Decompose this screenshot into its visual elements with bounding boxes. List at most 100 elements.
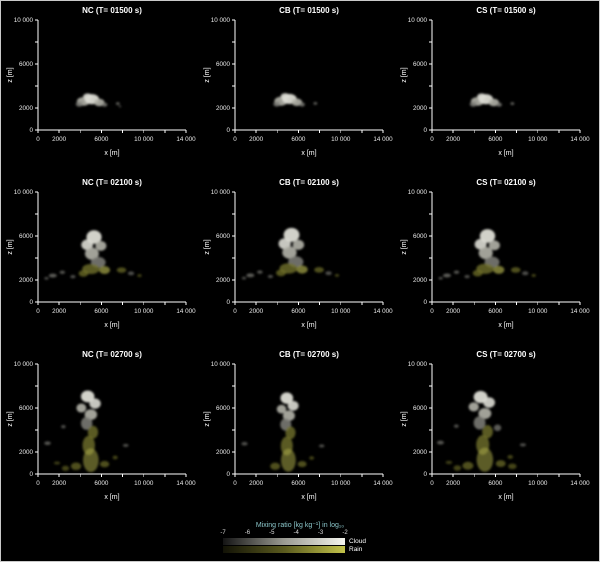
x-axis-label: x [m]: [301, 150, 316, 157]
x-tick-label: 10 000: [528, 136, 548, 143]
z-tick-label: 6000: [413, 405, 428, 412]
x-tick-label: 10 000: [528, 308, 548, 315]
x-tick-label: 0: [430, 480, 434, 487]
panel-nc-02100: NC (T= 02100 s) 0 2000 6000 10 000 14 000 0 200…: [7, 178, 196, 329]
z-tick-label: 6000: [216, 233, 231, 240]
z-axis-label: z [m]: [7, 239, 14, 254]
x-axis-label: x [m]: [104, 322, 119, 329]
x-tick-label: 6000: [488, 136, 503, 143]
cloud-render: [44, 230, 142, 280]
x-tick-label: 6000: [488, 308, 503, 315]
z-tick-label: 0: [226, 299, 230, 306]
colorbar-tick: -7: [220, 530, 226, 536]
cloud-render: [241, 227, 340, 280]
x-tick-label: 0: [233, 308, 237, 315]
z-tick-label: 6000: [413, 61, 428, 68]
colorbar-grid: -7 -6 -5 -4 -3 -2 Cloud Rain: [220, 530, 377, 553]
x-tick-label: 10 000: [134, 136, 154, 143]
x-tick-label: 14 000: [176, 308, 196, 315]
x-tick-label: 0: [233, 480, 237, 487]
z-tick-label: 0: [226, 471, 230, 478]
x-tick-label: 6000: [291, 480, 306, 487]
z-tick-label: 10 000: [14, 361, 34, 368]
z-tick-label: 6000: [19, 233, 34, 240]
z-tick-label: 10 000: [211, 189, 231, 196]
panel-title: CB (T= 02700 s): [279, 350, 339, 359]
x-tick-label: 2000: [446, 136, 461, 143]
x-tick-label: 14 000: [373, 136, 393, 143]
z-tick-label: 6000: [216, 405, 231, 412]
x-tick-label: 0: [233, 136, 237, 143]
colorbar-legend: Mixing ratio [kg kg⁻¹] in log₁₀ -7 -6 -5 -4…: [1, 521, 599, 553]
z-axis-label: z [m]: [7, 411, 14, 426]
z-tick-label: 10 000: [408, 17, 428, 24]
panel-title: NC (T= 01500 s): [82, 6, 142, 15]
panel-nc-01500: NC (T= 01500 s) 0 2000 6000 10 000 14 000 0 200…: [7, 6, 196, 157]
figure: NC (T= 01500 s) 0 2000 6000 10 000 14 000 0 200…: [1, 1, 599, 553]
colorbar-title: Mixing ratio [kg kg⁻¹] in log₁₀: [255, 522, 345, 529]
z-axis-label: z [m]: [204, 411, 211, 426]
z-tick-label: 2000: [413, 105, 428, 112]
z-tick-label: 2000: [19, 105, 34, 112]
z-tick-label: 0: [226, 127, 230, 134]
z-axis-label: z [m]: [204, 67, 211, 82]
x-tick-label: 14 000: [570, 480, 590, 487]
z-tick-label: 0: [423, 471, 427, 478]
panel-title: CB (T= 02100 s): [279, 178, 339, 187]
z-tick-label: 10 000: [14, 189, 34, 196]
x-axis-label: x [m]: [104, 150, 119, 157]
x-tick-label: 2000: [446, 480, 461, 487]
colorbar-tick: -4: [293, 530, 299, 536]
x-tick-label: 2000: [249, 480, 264, 487]
x-tick-label: 14 000: [570, 136, 590, 143]
z-tick-label: 0: [29, 127, 33, 134]
x-tick-label: 6000: [291, 308, 306, 315]
cloud-render: [75, 93, 122, 108]
cloud-colorbar-strip: [223, 538, 345, 545]
panel-title: CS (T= 02100 s): [476, 178, 536, 187]
cloud-render: [436, 390, 526, 472]
z-tick-label: 10 000: [14, 17, 34, 24]
z-tick-label: 10 000: [408, 361, 428, 368]
z-axis-label: z [m]: [401, 67, 408, 82]
z-tick-label: 2000: [216, 105, 231, 112]
z-tick-label: 2000: [413, 449, 428, 456]
colorbar-tick: -3: [317, 530, 324, 536]
z-tick-label: 2000: [413, 277, 428, 284]
z-tick-label: 2000: [216, 277, 231, 284]
x-tick-label: 10 000: [331, 480, 351, 487]
x-tick-label: 2000: [446, 308, 461, 315]
z-tick-label: 0: [423, 127, 427, 134]
x-tick-label: 0: [36, 136, 40, 143]
panel-cb-02100: CB (T= 02100 s) 0 2000 6000 10 000 14 000 0 200…: [204, 178, 393, 329]
z-axis-label: z [m]: [401, 239, 408, 254]
cloud-render: [241, 392, 325, 472]
x-tick-label: 0: [36, 480, 40, 487]
cloud-render: [438, 229, 536, 280]
cloud-strip-label: Cloud: [349, 538, 366, 545]
z-tick-label: 10 000: [211, 361, 231, 368]
x-tick-label: 14 000: [373, 480, 393, 487]
panel-title: NC (T= 02100 s): [82, 178, 142, 187]
colorbar-tick: -2: [342, 530, 348, 536]
panel-title: NC (T= 02700 s): [82, 350, 142, 359]
x-tick-label: 0: [36, 308, 40, 315]
x-axis-label: x [m]: [104, 494, 119, 501]
x-tick-label: 6000: [488, 480, 503, 487]
x-tick-label: 2000: [52, 136, 67, 143]
panel-grid: NC (T= 01500 s) 0 2000 6000 10 000 14 000 0 200…: [1, 1, 599, 520]
cloud-render: [469, 93, 515, 107]
x-axis-label: x [m]: [498, 150, 513, 157]
x-tick-label: 14 000: [373, 308, 393, 315]
z-tick-label: 2000: [216, 449, 231, 456]
colorbar-tick: -5: [269, 530, 275, 536]
z-tick-label: 10 000: [408, 189, 428, 196]
x-tick-label: 10 000: [331, 308, 351, 315]
cloud-render: [44, 390, 129, 473]
x-tick-label: 2000: [249, 136, 264, 143]
colorbar-tick-row: -7 -6 -5 -4 -3 -2: [220, 530, 348, 537]
panel-nc-02700: NC (T= 02700 s) 0 2000 6000 10 000 14 000 0 200…: [7, 350, 196, 501]
rain-strip-label: Rain: [349, 546, 363, 553]
x-tick-label: 10 000: [331, 136, 351, 143]
panel-title: CS (T= 01500 s): [476, 6, 536, 15]
